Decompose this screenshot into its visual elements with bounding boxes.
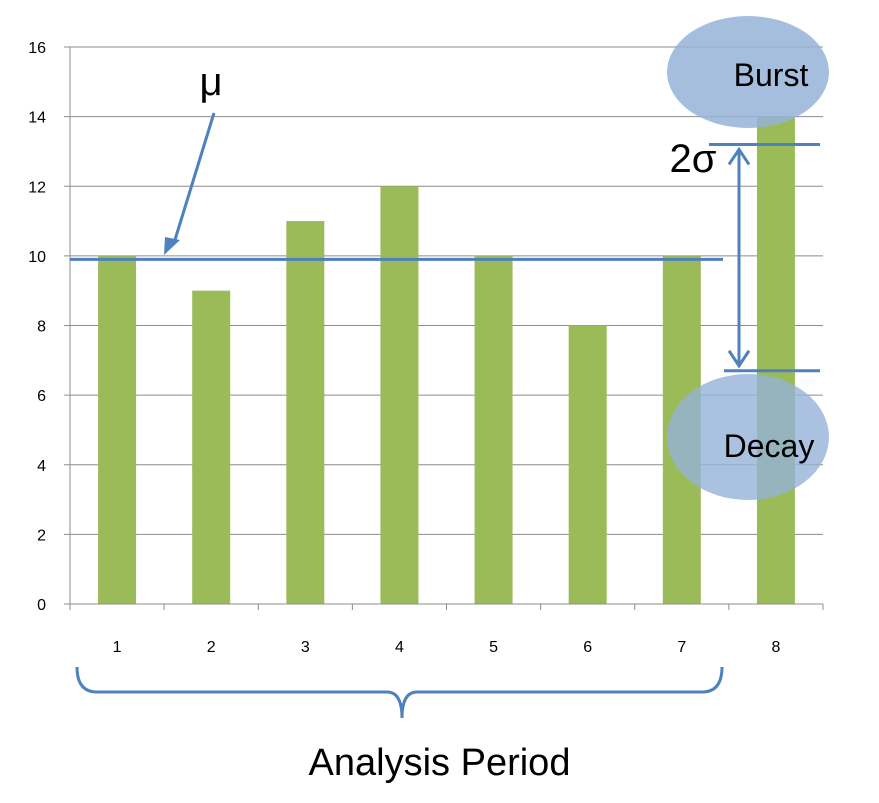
bar-2 — [192, 290, 231, 604]
mu-arrow — [172, 112, 216, 244]
burst-ellipse — [667, 16, 829, 128]
x-tick-label: 3 — [301, 639, 310, 656]
sigma-arrowhead-bottom — [727, 349, 751, 369]
x-tick-label: 7 — [677, 639, 686, 656]
x-tick-label: 5 — [489, 639, 498, 656]
sigma-arrowhead-top — [727, 146, 751, 166]
bar-8 — [756, 116, 795, 604]
y-tick-label: 10 — [28, 249, 46, 266]
y-tick-label: 6 — [37, 388, 46, 405]
analysis-period-label: Analysis Period — [308, 742, 571, 784]
y-tick-label: 12 — [28, 179, 46, 196]
sigma-label: 2σ — [670, 137, 717, 181]
x-tick-label: 4 — [395, 639, 404, 656]
y-tick-label: 8 — [37, 319, 46, 336]
burst-label: Burst — [734, 57, 809, 93]
mu-arrowhead — [164, 237, 180, 255]
x-tick-labels: 1 2 3 4 5 6 7 8 — [113, 639, 781, 656]
y-tick-label: 0 — [37, 597, 46, 614]
bar-5 — [474, 255, 513, 604]
x-tick-label: 1 — [113, 639, 122, 656]
analysis-period-brace — [75, 666, 724, 719]
axes — [64, 46, 824, 610]
bar-3 — [286, 221, 325, 604]
x-tick-label: 8 — [771, 639, 780, 656]
bars — [98, 116, 795, 604]
x-tick-label: 6 — [583, 639, 592, 656]
bar-1 — [98, 255, 137, 604]
annotations: Burst Decay μ 2σ — [70, 16, 829, 719]
mu-label: μ — [199, 60, 222, 104]
decay-label: Decay — [724, 428, 815, 464]
bar-6 — [568, 325, 607, 604]
y-tick-label: 16 — [28, 40, 46, 57]
bar-4 — [380, 186, 419, 604]
y-tick-label: 4 — [37, 458, 46, 475]
y-tick-labels: 0 2 4 6 8 10 12 14 16 — [28, 40, 46, 614]
decay-ellipse — [667, 374, 829, 500]
x-tick-label: 2 — [207, 639, 216, 656]
y-tick-label: 2 — [37, 527, 46, 544]
y-tick-label: 14 — [28, 110, 46, 127]
